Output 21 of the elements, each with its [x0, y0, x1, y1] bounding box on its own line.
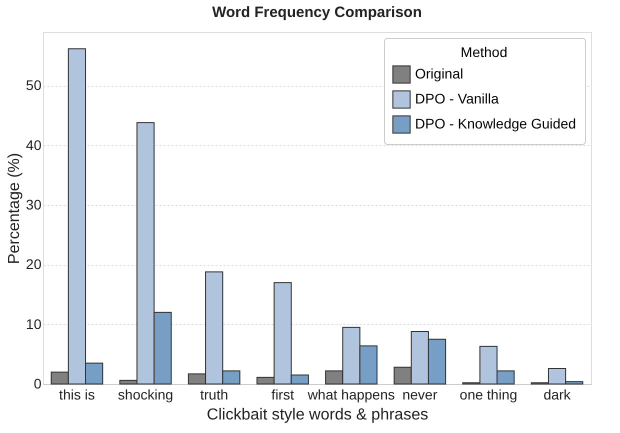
legend-title: Method: [460, 44, 508, 60]
y-axis-title: Percentage (%): [6, 152, 23, 264]
legend-label: DPO - Vanilla: [415, 90, 499, 106]
x-tick-label: first: [271, 386, 294, 402]
x-tick-label: what happens: [306, 386, 395, 402]
legend-label: DPO - Knowledge Guided: [415, 116, 576, 132]
y-tick-label: 0: [34, 376, 42, 392]
x-axis-title: Clickbait style words & phrases: [206, 406, 428, 424]
x-tick-label: this is: [59, 386, 95, 402]
x-tick-label: never: [402, 386, 438, 402]
chart-title: Word Frequency Comparison: [212, 4, 422, 21]
legend-label: Original: [415, 66, 464, 82]
y-tick-label: 30: [26, 196, 42, 213]
y-tick-label: 20: [26, 256, 42, 272]
x-tick-label: shocking: [118, 386, 174, 402]
y-tick-label: 40: [26, 136, 42, 153]
x-tick-label: truth: [200, 386, 228, 402]
y-tick-label: 10: [26, 316, 42, 332]
y-tick-label: 50: [26, 77, 42, 94]
x-tick-label: dark: [543, 386, 572, 402]
x-tick-label: one thing: [460, 386, 518, 402]
